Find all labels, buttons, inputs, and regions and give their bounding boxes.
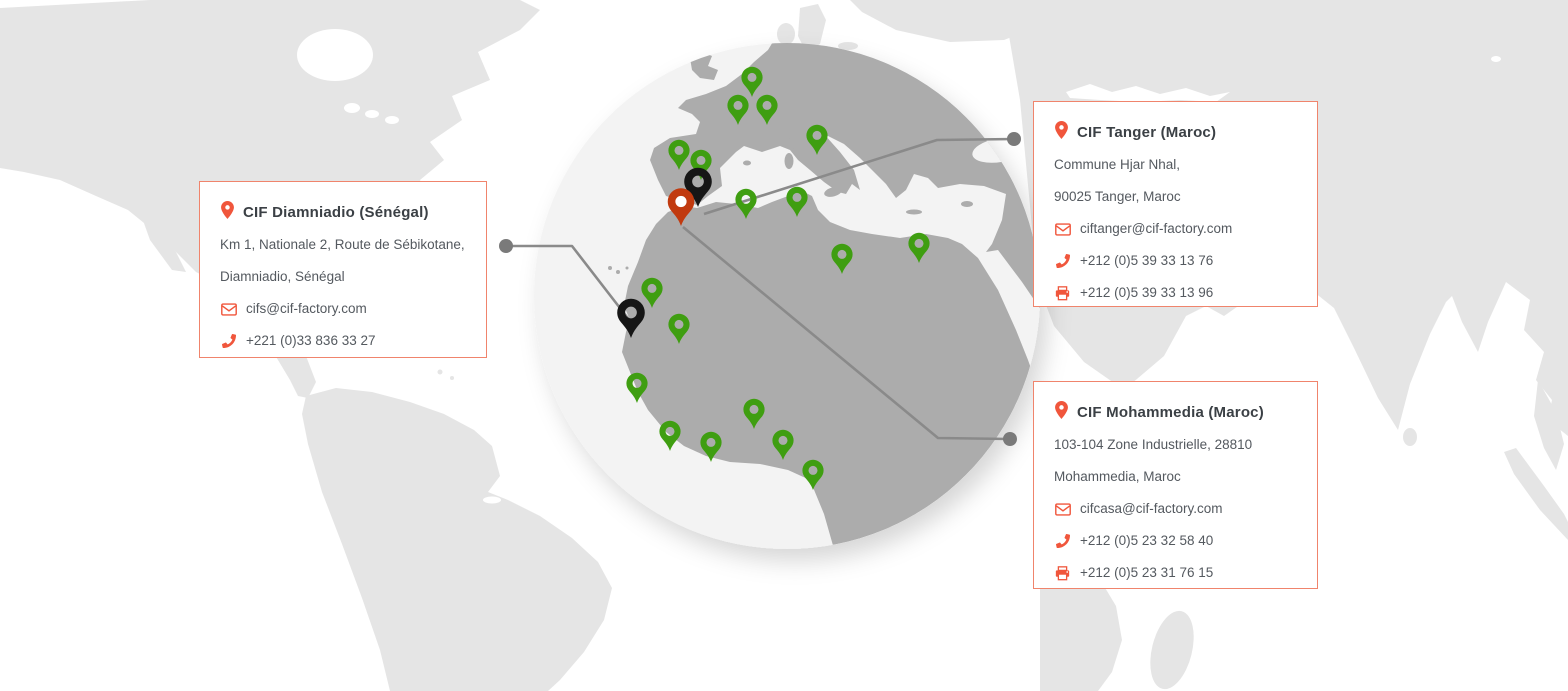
address-line: 90025 Tanger, Maroc — [1054, 189, 1181, 204]
location-card-diamniadio: CIF Diamniadio (Sénégal) Km 1, Nationale… — [199, 181, 487, 358]
phone-link[interactable]: +221 (0)33 836 33 27 — [246, 333, 376, 348]
map-pin-green — [772, 429, 794, 460]
address-line: 103-104 Zone Industrielle, 28810 — [1054, 437, 1253, 452]
map-pin-green — [641, 277, 663, 308]
map-pin-green — [741, 66, 763, 97]
map-pin-green — [700, 431, 722, 462]
map-pin-green — [668, 313, 690, 344]
location-card-mohammedia: CIF Mohammedia (Maroc) 103-104 Zone Indu… — [1033, 381, 1318, 589]
fax-number: +212 (0)5 39 33 13 96 — [1080, 285, 1214, 300]
map-pin-black — [617, 298, 645, 338]
email-icon — [1054, 502, 1071, 516]
address-line: Diamniadio, Sénégal — [220, 269, 345, 284]
phone-icon — [220, 334, 237, 348]
address-line: Commune Hjar Nhal, — [1054, 157, 1181, 172]
connector-dot-mohammedia — [1003, 432, 1017, 446]
map-pin-green — [802, 459, 824, 490]
connector-diamniadio — [506, 244, 632, 322]
connector-dot-diamniadio — [499, 239, 513, 253]
phone-link[interactable]: +212 (0)5 39 33 13 76 — [1080, 253, 1214, 268]
fax-icon — [1054, 285, 1071, 301]
map-pin-green — [659, 420, 681, 451]
map-pin-red — [667, 188, 695, 226]
address-line: Km 1, Nationale 2, Route de Sébikotane, — [220, 237, 465, 252]
fax-number: +212 (0)5 23 31 76 15 — [1080, 565, 1214, 580]
map-pin-green — [756, 94, 778, 125]
phone-icon — [1054, 534, 1071, 548]
fax-icon — [1054, 565, 1071, 581]
card-title-text: CIF Mohammedia (Maroc) — [1077, 403, 1264, 421]
connector-tanger — [703, 137, 1015, 216]
location-pin-icon — [1055, 401, 1068, 423]
email-link[interactable]: cifs@cif-factory.com — [246, 301, 367, 316]
location-card-tanger: CIF Tanger (Maroc) Commune Hjar Nhal, 90… — [1033, 101, 1318, 307]
map-pin-green — [727, 94, 749, 125]
location-pin-icon — [1055, 121, 1068, 143]
location-pin-icon — [221, 201, 234, 223]
phone-icon — [1054, 254, 1071, 268]
connector-dot-tanger — [1007, 132, 1021, 146]
email-link[interactable]: ciftanger@cif-factory.com — [1080, 221, 1233, 236]
email-link[interactable]: cifcasa@cif-factory.com — [1080, 501, 1223, 516]
card-title-text: CIF Diamniadio (Sénégal) — [243, 203, 429, 221]
card-title-text: CIF Tanger (Maroc) — [1077, 123, 1217, 141]
map-pin-green — [626, 372, 648, 403]
map-pin-hole — [675, 195, 687, 208]
map-pin-green — [743, 398, 765, 429]
connector-mohammedia — [682, 225, 1011, 441]
address-line: Mohammedia, Maroc — [1054, 469, 1181, 484]
email-icon — [220, 302, 237, 316]
phone-link[interactable]: +212 (0)5 23 32 58 40 — [1080, 533, 1214, 548]
email-icon — [1054, 222, 1071, 236]
